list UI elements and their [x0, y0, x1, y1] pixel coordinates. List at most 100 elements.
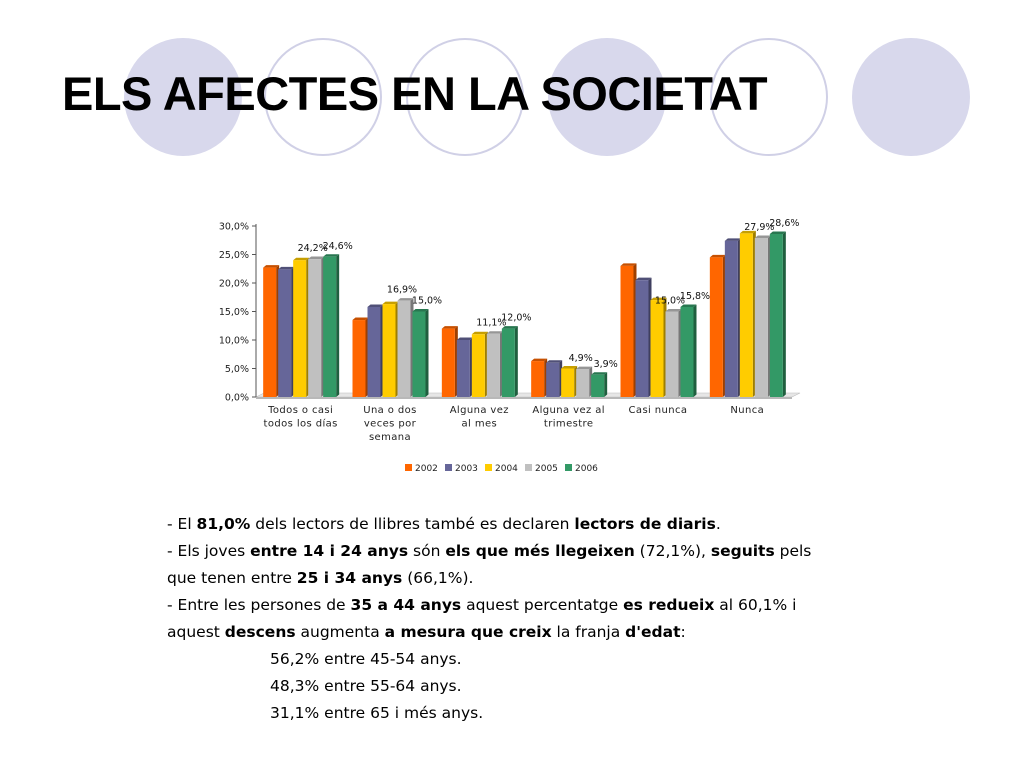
bar-top [263, 265, 280, 268]
bar-side [604, 372, 608, 397]
category-label: veces por [364, 419, 417, 430]
bar-top [486, 331, 503, 334]
bar [456, 340, 470, 397]
category-label: Alguna vez al [532, 405, 605, 416]
bar [367, 306, 381, 397]
bar-top [367, 304, 384, 307]
decor-circle [548, 38, 666, 156]
legend-label: 2002 [415, 464, 438, 474]
body-text: - El 81,0% dels lectors de llibres també… [167, 511, 897, 727]
text-span: - Entre les persones de [167, 596, 351, 614]
text-line: - El 81,0% dels lectors de llibres també… [167, 511, 897, 538]
bar [441, 328, 455, 397]
text-line: - Entre les persones de 35 a 44 anys aqu… [167, 592, 897, 619]
slide-title: ELS AFECTES EN LA SOCIETAT [62, 67, 768, 120]
bar [769, 233, 783, 397]
text-span: al 60,1% i [714, 596, 797, 614]
bar-top [278, 266, 295, 270]
legend-swatch [565, 464, 572, 471]
text-bold: a mesura que creix [384, 623, 552, 641]
bar-side [782, 231, 786, 397]
data-label: 4,9% [569, 353, 593, 364]
text-bold: es redueix [623, 596, 715, 614]
bar [561, 368, 575, 397]
chart-floor-edge [256, 397, 792, 399]
decor-circle [710, 38, 828, 156]
text-bold: 35 a 44 anys [350, 596, 462, 614]
bar-top [709, 254, 726, 258]
legend-swatch [445, 464, 452, 471]
bar [665, 311, 679, 397]
text-span: augmenta [295, 623, 385, 641]
bar-top [769, 231, 786, 234]
decor-circle [264, 38, 382, 156]
bar [576, 369, 590, 397]
text-span: (72,1%), [634, 542, 711, 560]
text-span: són [408, 542, 446, 560]
bar [754, 237, 768, 397]
y-tick-label: 5,0% [225, 364, 249, 375]
text-span: - Els joves [167, 542, 251, 560]
text-bold: 25 i 34 anys [296, 569, 403, 587]
legend-label: 2004 [495, 464, 518, 474]
bar [397, 300, 411, 397]
bar-top [739, 230, 756, 234]
text-span: (66,1%). [402, 569, 474, 587]
data-label: 24,6% [323, 241, 353, 252]
category-label: trimestre [544, 419, 593, 430]
legend-label: 2005 [535, 464, 558, 474]
bar [293, 260, 307, 397]
text-span: aquest [167, 623, 225, 641]
y-tick-label: 20,0% [219, 279, 249, 290]
text-line: - Els joves entre 14 i 24 anys són els q… [167, 538, 897, 565]
bar-top [471, 331, 488, 335]
text-line: aquest descens augmenta a mesura que cre… [167, 619, 897, 646]
data-label: 3,9% [594, 359, 618, 370]
data-label: 15,8% [680, 291, 710, 302]
bar-top [724, 238, 741, 241]
bar-top [456, 337, 473, 340]
bar-top [412, 309, 429, 312]
data-label: 15,0% [412, 296, 442, 307]
data-label: 16,9% [387, 285, 417, 296]
decor-circle [124, 38, 242, 156]
data-label: 27,9% [744, 222, 774, 233]
bar-top [293, 257, 310, 261]
bar-top [680, 304, 697, 307]
y-tick-label: 30,0% [219, 222, 249, 233]
category-label: Casi nunca [629, 405, 688, 416]
bar [382, 304, 396, 397]
text-bold: descens [224, 623, 296, 641]
bar-top [635, 277, 652, 281]
text-span: que tenen entre [167, 569, 297, 587]
text-line: 56,2% entre 45-54 anys. [270, 650, 462, 668]
bar [620, 265, 634, 397]
text-span: : [680, 623, 686, 641]
text-line: 31,1% entre 65 i més anys. [270, 704, 484, 722]
text-bold: d'edat [625, 623, 681, 641]
bar-top [620, 263, 637, 266]
text-line: que tenen entre 25 i 34 anys (66,1%). [167, 565, 897, 592]
text-span: . [715, 515, 721, 533]
bar-top [754, 235, 771, 238]
bar [501, 328, 515, 397]
decor-circle [852, 38, 970, 156]
legend-label: 2006 [575, 464, 598, 474]
bar [263, 267, 277, 397]
bar-top [397, 298, 414, 301]
bar-side [514, 326, 518, 397]
category-label: Todos o casi [267, 405, 333, 416]
data-label: 15,0% [655, 296, 685, 307]
bar [352, 320, 366, 397]
legend-swatch [485, 464, 492, 471]
data-label: 12,0% [501, 313, 531, 324]
category-label: Nunca [730, 405, 764, 416]
data-label: 24,2% [298, 243, 328, 254]
category-label: semana [369, 432, 411, 443]
bar-top [382, 301, 399, 305]
y-tick-label: 10,0% [219, 336, 249, 347]
category-label: Una o dos [363, 405, 417, 416]
text-span: - El [167, 515, 197, 533]
legend-swatch [405, 464, 412, 471]
